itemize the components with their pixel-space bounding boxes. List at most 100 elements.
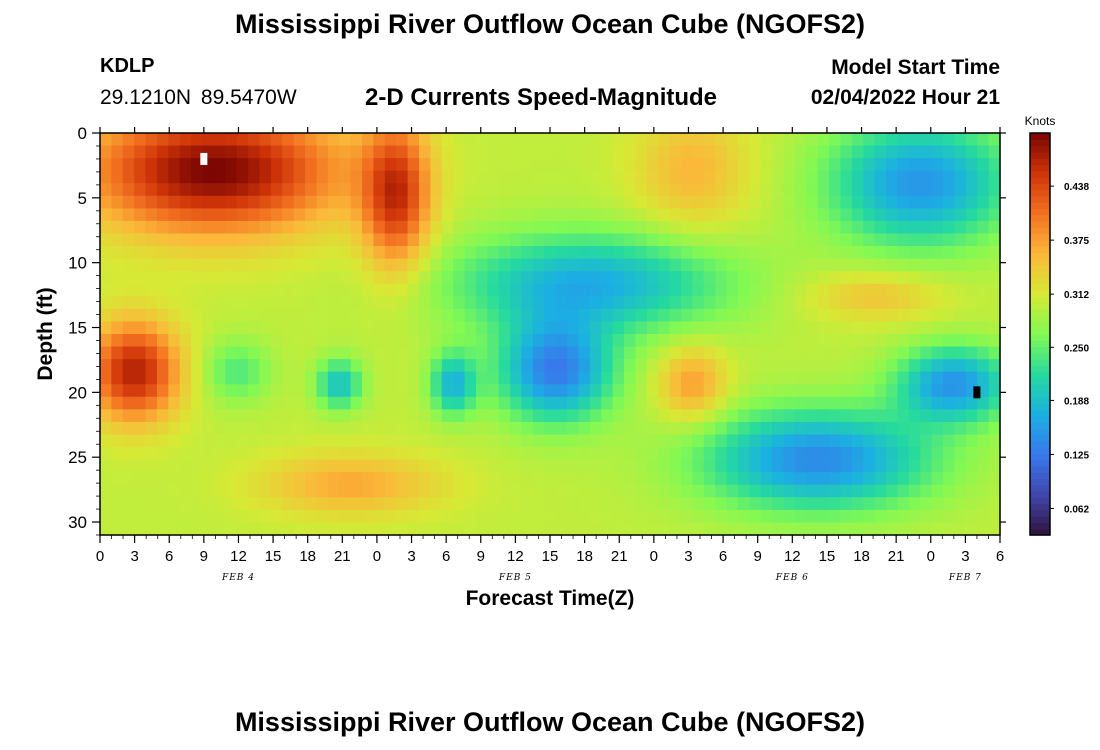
heatmap-cell xyxy=(886,195,899,209)
heatmap-cell xyxy=(601,509,614,524)
heatmap-cell xyxy=(908,522,921,536)
heatmap-cell xyxy=(977,195,990,209)
heatmap-cell xyxy=(100,497,112,511)
heatmap-cell xyxy=(145,133,158,147)
heatmap-cell xyxy=(783,158,796,172)
heatmap-cell xyxy=(897,484,910,498)
heatmap-cell xyxy=(726,396,739,410)
heatmap-cell xyxy=(669,208,682,222)
heatmap-cell xyxy=(145,183,158,197)
heatmap-cell xyxy=(122,384,135,398)
heatmap-cell xyxy=(418,258,431,272)
heatmap-cell xyxy=(373,258,386,272)
heatmap-cell xyxy=(908,133,921,147)
heatmap-cell xyxy=(339,396,352,410)
heatmap-cell xyxy=(168,308,181,323)
colorbar-segment xyxy=(1030,296,1050,304)
heatmap-cell xyxy=(373,208,386,222)
heatmap-cell xyxy=(977,220,990,235)
heatmap-cell xyxy=(384,396,397,410)
heatmap-cell xyxy=(259,283,272,297)
heatmap-cell xyxy=(589,246,602,260)
heatmap-cell xyxy=(863,434,876,448)
heatmap-cell xyxy=(669,145,682,159)
heatmap-cell xyxy=(555,459,568,473)
heatmap-cell xyxy=(248,246,261,260)
heatmap-cell xyxy=(567,308,580,323)
heatmap-cell xyxy=(475,170,488,184)
heatmap-cell xyxy=(293,296,306,310)
heatmap-cell xyxy=(760,208,773,222)
heatmap-cell xyxy=(521,321,534,335)
heatmap-cell xyxy=(772,158,785,172)
heatmap-cell xyxy=(737,396,750,410)
heatmap-cell xyxy=(635,170,648,184)
heatmap-cell xyxy=(407,183,420,197)
heatmap-cell xyxy=(521,359,534,373)
heatmap-cell xyxy=(624,296,637,310)
heatmap-cell xyxy=(794,246,807,260)
heatmap-cell xyxy=(179,208,192,222)
heatmap-cell xyxy=(874,484,887,498)
heatmap-cell xyxy=(100,522,112,536)
heatmap-cell xyxy=(851,195,864,209)
heatmap-cell xyxy=(635,246,648,260)
x-tick-label: 12 xyxy=(784,548,801,565)
heatmap-cell xyxy=(988,346,1001,360)
heatmap-cell xyxy=(213,195,226,209)
heatmap-cell xyxy=(783,396,796,410)
heatmap-cell xyxy=(817,170,830,184)
heatmap-cell xyxy=(316,145,329,159)
heatmap-cell xyxy=(658,208,671,222)
heatmap-cell xyxy=(327,497,340,511)
heatmap-cell xyxy=(282,396,295,410)
heatmap-cell xyxy=(441,421,454,436)
colorbar-segment xyxy=(1030,421,1050,429)
heatmap-cell xyxy=(111,271,124,285)
heatmap-cell xyxy=(555,308,568,323)
heatmap-cell xyxy=(418,170,431,184)
heatmap-cell xyxy=(191,283,204,297)
heatmap-cell xyxy=(635,145,648,159)
x-tick-label: 3 xyxy=(130,548,138,565)
heatmap-cell xyxy=(293,346,306,360)
heatmap-cell xyxy=(532,409,545,423)
heatmap-cell xyxy=(521,158,534,172)
heatmap-cell xyxy=(726,283,739,297)
heatmap-cell xyxy=(236,459,249,473)
heatmap-cell xyxy=(612,158,625,172)
heatmap-cell xyxy=(612,334,625,348)
heatmap-cell xyxy=(886,434,899,448)
heatmap-cell xyxy=(886,447,899,461)
heatmap-cell xyxy=(760,183,773,197)
heatmap-cell xyxy=(715,459,728,473)
heatmap-cell xyxy=(806,421,819,436)
heatmap-cell xyxy=(270,421,283,436)
heatmap-cell xyxy=(373,233,386,247)
heatmap-cell xyxy=(624,359,637,373)
heatmap-cell xyxy=(134,522,147,536)
heatmap-cell xyxy=(726,183,739,197)
heatmap-cell xyxy=(931,497,944,511)
heatmap-cell xyxy=(715,145,728,159)
heatmap-cell xyxy=(362,359,375,373)
heatmap-cell xyxy=(248,195,261,209)
footer-title: Mississippi River Outflow Ocean Cube (NG… xyxy=(234,707,866,737)
colorbar-segment xyxy=(1030,503,1050,511)
heatmap-cell xyxy=(737,447,750,461)
heatmap-cell xyxy=(145,170,158,184)
heatmap-cell xyxy=(703,246,716,260)
heatmap-cell xyxy=(316,133,329,147)
heatmap-cell xyxy=(498,334,511,348)
heatmap-cell xyxy=(646,145,659,159)
heatmap-cell xyxy=(236,145,249,159)
heatmap-cell xyxy=(191,434,204,448)
heatmap-cell xyxy=(567,158,580,172)
heatmap-cell xyxy=(863,346,876,360)
heatmap-cell xyxy=(179,434,192,448)
heatmap-cell xyxy=(453,509,466,524)
x-axis-label: Forecast Time(Z) xyxy=(466,587,635,610)
heatmap-cell xyxy=(327,296,340,310)
heatmap-cell xyxy=(111,472,124,486)
heatmap-cell xyxy=(248,396,261,410)
